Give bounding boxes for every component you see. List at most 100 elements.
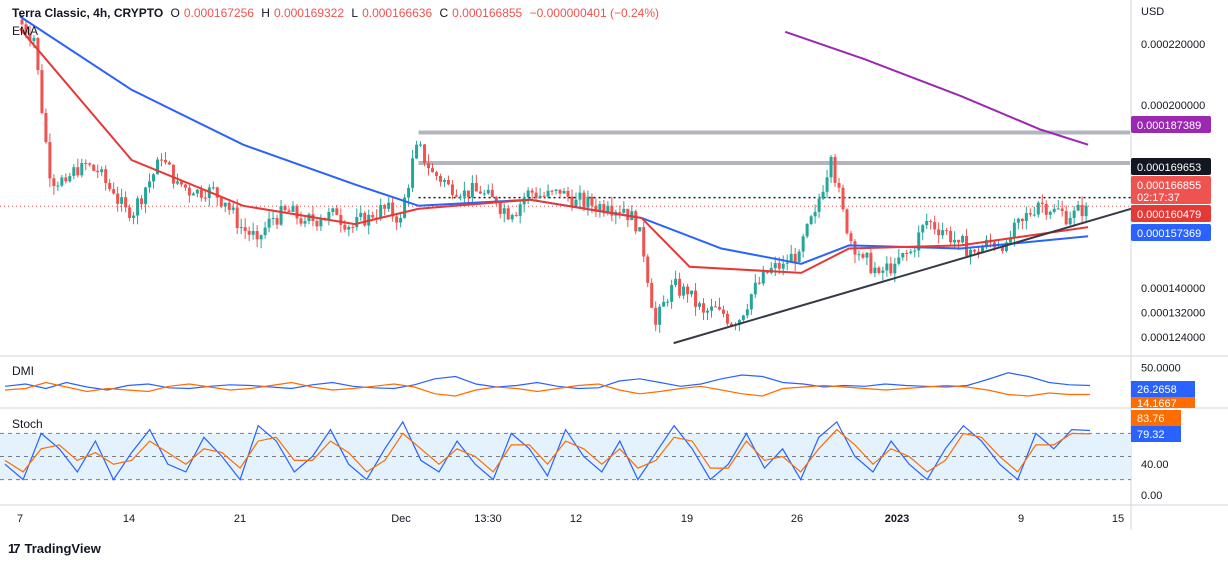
- candle-body: [458, 196, 462, 198]
- candle-body: [749, 294, 753, 310]
- candle-body: [606, 205, 610, 214]
- candle-body: [530, 190, 534, 193]
- candle-body: [359, 212, 363, 217]
- candle-body: [873, 267, 877, 274]
- candle-body: [303, 221, 307, 224]
- candle-body: [801, 236, 805, 252]
- candle-body: [1008, 237, 1012, 243]
- candle-body: [223, 202, 227, 207]
- candle-body: [941, 230, 945, 236]
- time-tick-label: 19: [681, 513, 693, 525]
- time-tick-label: 14: [123, 513, 135, 525]
- candle-body: [219, 197, 223, 207]
- candle-body: [690, 290, 694, 295]
- price-tick-label: 0.000140000: [1141, 283, 1205, 295]
- dmi-plus-value: 26.2658: [1137, 384, 1177, 396]
- candle-body: [411, 158, 415, 188]
- candle-body: [1064, 211, 1068, 225]
- candle-body: [140, 198, 144, 205]
- candle-body: [737, 320, 741, 325]
- candle-body: [108, 182, 112, 190]
- candle-body: [152, 174, 156, 182]
- candle-body: [825, 177, 829, 192]
- candle-body: [104, 169, 108, 183]
- candle-body: [885, 263, 889, 271]
- candle-body: [881, 270, 885, 273]
- candle-body: [562, 190, 566, 194]
- symbol-name[interactable]: Terra Classic, 4h, CRYPTO: [12, 6, 164, 20]
- candle-body: [510, 214, 514, 220]
- candle-body: [211, 187, 215, 189]
- candle-body: [72, 167, 76, 176]
- candle-body: [470, 182, 474, 198]
- candle-body: [279, 205, 283, 225]
- candle-body: [598, 204, 602, 212]
- candle-body: [845, 209, 849, 234]
- candle-body: [434, 172, 438, 176]
- candle-body: [355, 216, 359, 228]
- candle-body: [658, 306, 662, 325]
- candle-body: [909, 251, 913, 254]
- candle-body: [490, 189, 494, 198]
- candle-body: [1072, 210, 1076, 218]
- candle-body: [725, 313, 729, 324]
- candle-body: [526, 190, 530, 198]
- candle-body: [582, 192, 586, 208]
- candle-body: [646, 256, 650, 283]
- stoch-d-value: 79.32: [1137, 429, 1165, 441]
- candle-body: [1004, 242, 1008, 252]
- candle-body: [96, 170, 100, 173]
- candle-body: [773, 263, 777, 269]
- currency-label: USD: [1141, 6, 1165, 18]
- candle-body: [132, 215, 136, 218]
- close-label: C: [439, 6, 449, 20]
- candle-body: [1024, 213, 1028, 222]
- candle-body: [709, 306, 713, 311]
- candle-body: [347, 226, 351, 230]
- time-tick-label: 12: [570, 513, 582, 525]
- candle-body: [965, 235, 969, 256]
- candle-body: [76, 167, 80, 176]
- candle-body: [957, 239, 961, 243]
- stoch-d-badge: [1131, 426, 1181, 442]
- candle-body: [694, 290, 698, 307]
- stoch-k-value: 83.76: [1137, 413, 1165, 425]
- candle-body: [32, 37, 36, 42]
- candle-body: [1068, 217, 1072, 225]
- candle-body: [518, 204, 522, 216]
- candle-body: [259, 235, 263, 240]
- candle-body: [442, 180, 446, 182]
- candle-body: [1052, 208, 1056, 212]
- candle-body: [391, 202, 395, 217]
- stoch-label[interactable]: Stoch: [12, 417, 43, 431]
- candle-body: [28, 33, 32, 42]
- close-value: 0.000166855: [452, 6, 523, 20]
- tradingview-logo[interactable]: 17 TradingView: [8, 541, 101, 556]
- candle-body: [578, 192, 582, 200]
- candle-body: [514, 214, 518, 216]
- candle-body: [195, 189, 199, 194]
- candle-body: [1016, 218, 1020, 223]
- candle-body: [729, 323, 733, 326]
- ema200-badge: [1131, 116, 1211, 133]
- candle-body: [80, 163, 84, 176]
- price-badge: [1131, 176, 1211, 204]
- candle-body: [857, 254, 861, 256]
- candle-body: [100, 169, 104, 173]
- candle-body: [781, 263, 785, 269]
- candle-body: [191, 193, 195, 196]
- ema-indicator-label[interactable]: EMA: [12, 24, 39, 38]
- candle-body: [235, 207, 239, 228]
- candle-body: [634, 211, 638, 232]
- time-tick-label: 2023: [885, 513, 909, 525]
- candle-body: [1060, 208, 1064, 212]
- stoch-pane: 40.00 0.00 83.76 79.32: [0, 410, 1181, 502]
- candle-body: [586, 196, 590, 208]
- dmi-label[interactable]: DMI: [12, 364, 34, 378]
- candle-body: [466, 190, 470, 198]
- candle-body: [1076, 204, 1080, 211]
- candle-body: [199, 189, 203, 198]
- candle-body: [331, 208, 335, 213]
- candle-body: [542, 195, 546, 197]
